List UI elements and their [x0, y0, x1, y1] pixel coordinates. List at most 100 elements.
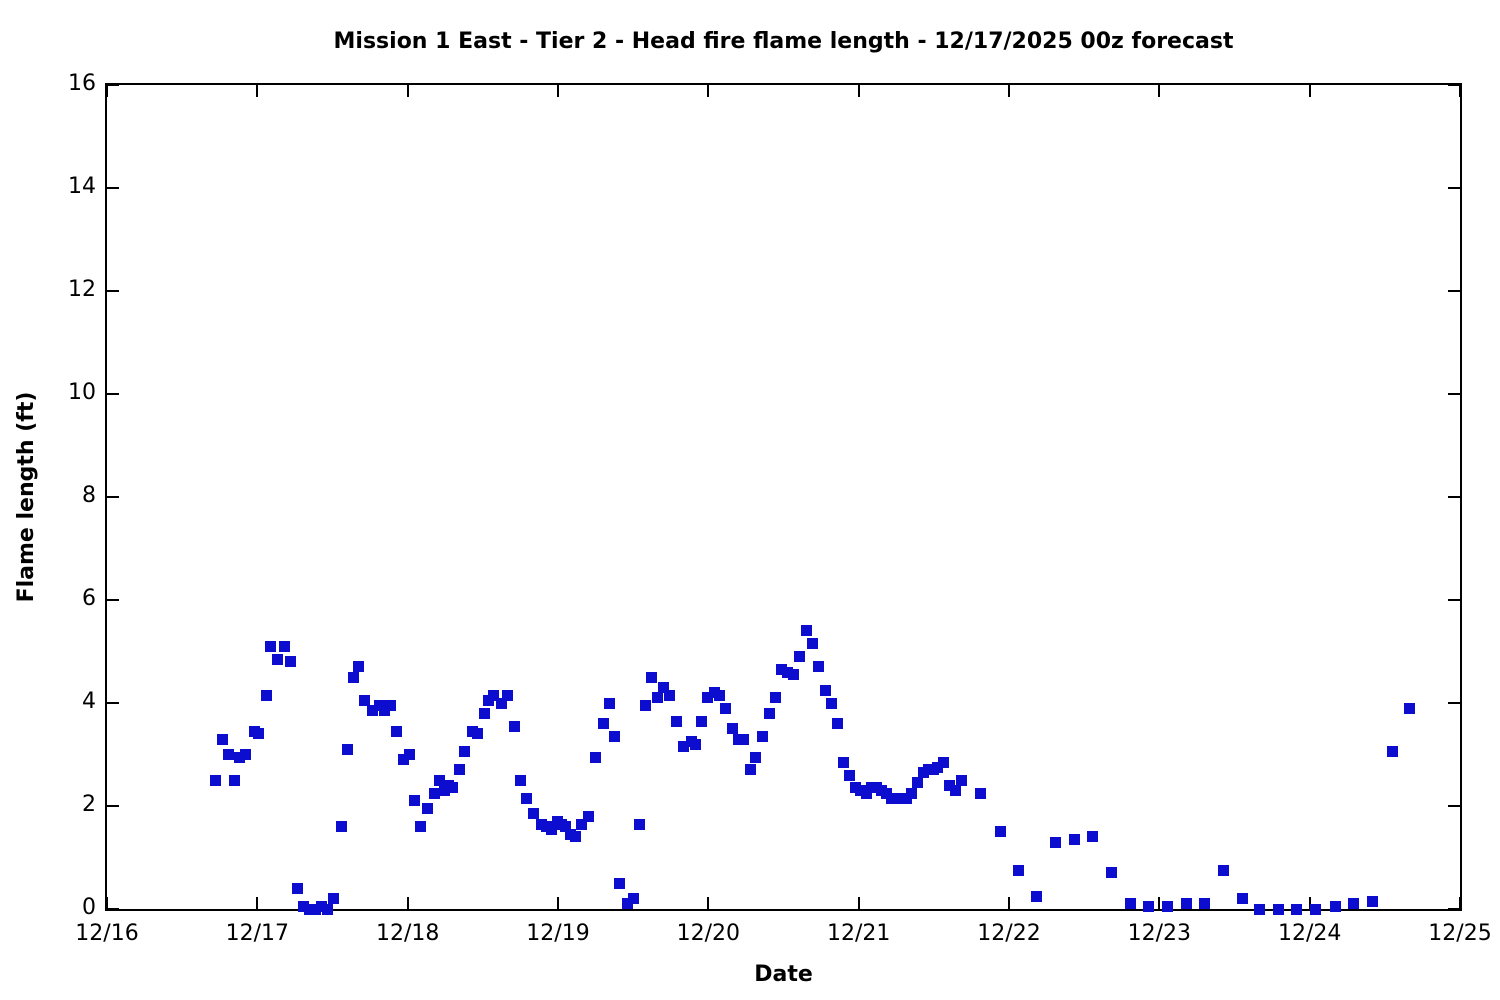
- data-point: [820, 684, 832, 696]
- x-tick-mirror: [1459, 85, 1461, 97]
- data-point: [719, 702, 731, 714]
- data-point: [1273, 903, 1285, 915]
- y-tick-mirror: [1448, 702, 1460, 704]
- x-tick-mirror: [557, 85, 559, 97]
- x-tick-mirror: [1158, 85, 1161, 97]
- y-tick-mirror: [1448, 805, 1460, 807]
- data-point: [726, 723, 738, 735]
- data-point: [975, 787, 987, 799]
- data-point: [415, 821, 427, 833]
- y-tick-label: 16: [68, 71, 96, 96]
- data-point: [341, 743, 353, 755]
- data-point: [905, 787, 917, 799]
- data-point: [670, 715, 682, 727]
- data-point: [764, 707, 776, 719]
- data-point: [911, 777, 923, 789]
- data-point: [508, 720, 520, 732]
- x-tick-mirror: [857, 85, 860, 97]
- data-point: [770, 692, 782, 704]
- data-point: [446, 782, 458, 794]
- y-tick-label: 12: [68, 277, 96, 302]
- x-tick: [857, 897, 860, 909]
- data-point: [335, 821, 347, 833]
- chart-title: Mission 1 East - Tier 2 - Head fire flam…: [333, 29, 1234, 54]
- data-point: [384, 700, 396, 712]
- data-point: [1290, 903, 1302, 915]
- data-point: [303, 903, 315, 915]
- x-tick-mirror: [106, 85, 108, 97]
- data-point: [253, 728, 265, 740]
- x-tick-mirror: [406, 85, 409, 97]
- data-point: [310, 903, 322, 915]
- y-tick-mirror: [1448, 908, 1460, 910]
- data-point: [614, 877, 626, 889]
- data-point: [813, 661, 825, 673]
- data-point: [750, 751, 762, 763]
- data-point: [627, 893, 639, 905]
- data-point: [855, 785, 867, 797]
- data-point: [1236, 893, 1248, 905]
- data-point: [603, 697, 615, 709]
- y-tick: [107, 599, 119, 601]
- data-point: [495, 697, 507, 709]
- data-point: [621, 898, 633, 910]
- plot-area: [105, 83, 1462, 915]
- data-point: [590, 751, 602, 763]
- y-tick-mirror: [1448, 393, 1460, 395]
- x-tick-label: 12/19: [526, 921, 590, 946]
- data-point: [265, 640, 277, 652]
- data-point: [422, 803, 433, 815]
- data-point: [514, 774, 526, 786]
- data-point: [1309, 903, 1321, 915]
- x-tick: [1158, 897, 1161, 909]
- data-point: [800, 625, 812, 637]
- data-point: [646, 671, 657, 683]
- y-tick-label: 8: [82, 483, 96, 508]
- data-point: [1329, 900, 1341, 912]
- x-axis-label: Date: [754, 962, 813, 987]
- data-point: [826, 697, 838, 709]
- data-point: [1031, 890, 1043, 902]
- data-point: [1404, 702, 1416, 714]
- data-point: [744, 764, 756, 776]
- x-tick-label: 12/25: [1428, 921, 1492, 946]
- data-point: [316, 900, 328, 912]
- data-point: [367, 705, 379, 717]
- x-tick: [557, 897, 559, 909]
- data-point: [950, 785, 962, 797]
- data-point: [944, 779, 956, 791]
- x-tick: [707, 897, 710, 909]
- data-point: [297, 900, 309, 912]
- data-point: [782, 666, 794, 678]
- data-point: [458, 746, 470, 758]
- data-point: [546, 823, 558, 835]
- data-point: [994, 826, 1006, 838]
- y-tick-label: 2: [82, 792, 96, 817]
- data-point: [403, 749, 415, 760]
- data-point: [284, 656, 296, 668]
- x-tick-mirror: [1008, 85, 1010, 97]
- data-point: [501, 689, 513, 701]
- data-point: [222, 749, 234, 760]
- data-point: [1125, 898, 1137, 910]
- data-point: [279, 640, 291, 652]
- data-point: [597, 718, 609, 730]
- data-point: [844, 769, 856, 781]
- data-point: [260, 689, 272, 701]
- x-tick-label: 12/21: [826, 921, 891, 946]
- x-tick-label: 12/22: [977, 921, 1041, 946]
- data-point: [488, 689, 500, 701]
- x-tick-label: 12/23: [1127, 921, 1192, 946]
- y-tick: [107, 805, 119, 807]
- data-point: [234, 751, 246, 763]
- data-point: [576, 818, 588, 830]
- x-tick-label: 12/17: [225, 921, 290, 946]
- y-tick: [107, 187, 119, 189]
- y-tick-mirror: [1448, 187, 1460, 189]
- data-point: [478, 707, 490, 719]
- x-tick-mirror: [1308, 85, 1311, 97]
- data-point: [678, 741, 690, 753]
- data-point: [695, 715, 707, 727]
- data-point: [806, 638, 818, 650]
